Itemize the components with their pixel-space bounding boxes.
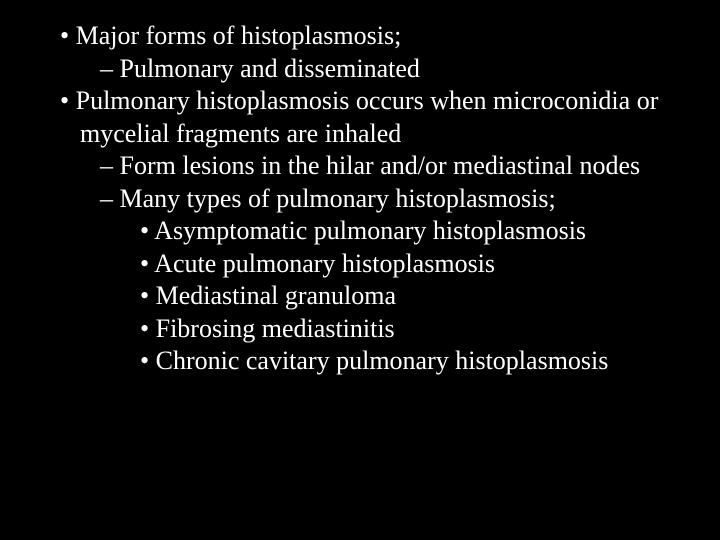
list-item: Chronic cavitary pulmonary histoplasmosi… [140, 345, 690, 378]
slide: Major forms of histoplasmosis; Pulmonary… [0, 0, 720, 540]
list-item: Major forms of histoplasmosis; [60, 20, 690, 53]
list-item: Asymptomatic pulmonary histoplasmosis [140, 215, 690, 248]
list-item: Fibrosing mediastinitis [140, 313, 690, 346]
list-item: Pulmonary histoplasmosis occurs when mic… [60, 85, 690, 150]
list-item: Many types of pulmonary histoplasmosis; [100, 183, 690, 216]
list-item: Pulmonary and disseminated [100, 53, 690, 86]
list-item: Acute pulmonary histoplasmosis [140, 248, 690, 281]
list-item: Form lesions in the hilar and/or mediast… [100, 150, 690, 183]
list-item: Mediastinal granuloma [140, 280, 690, 313]
